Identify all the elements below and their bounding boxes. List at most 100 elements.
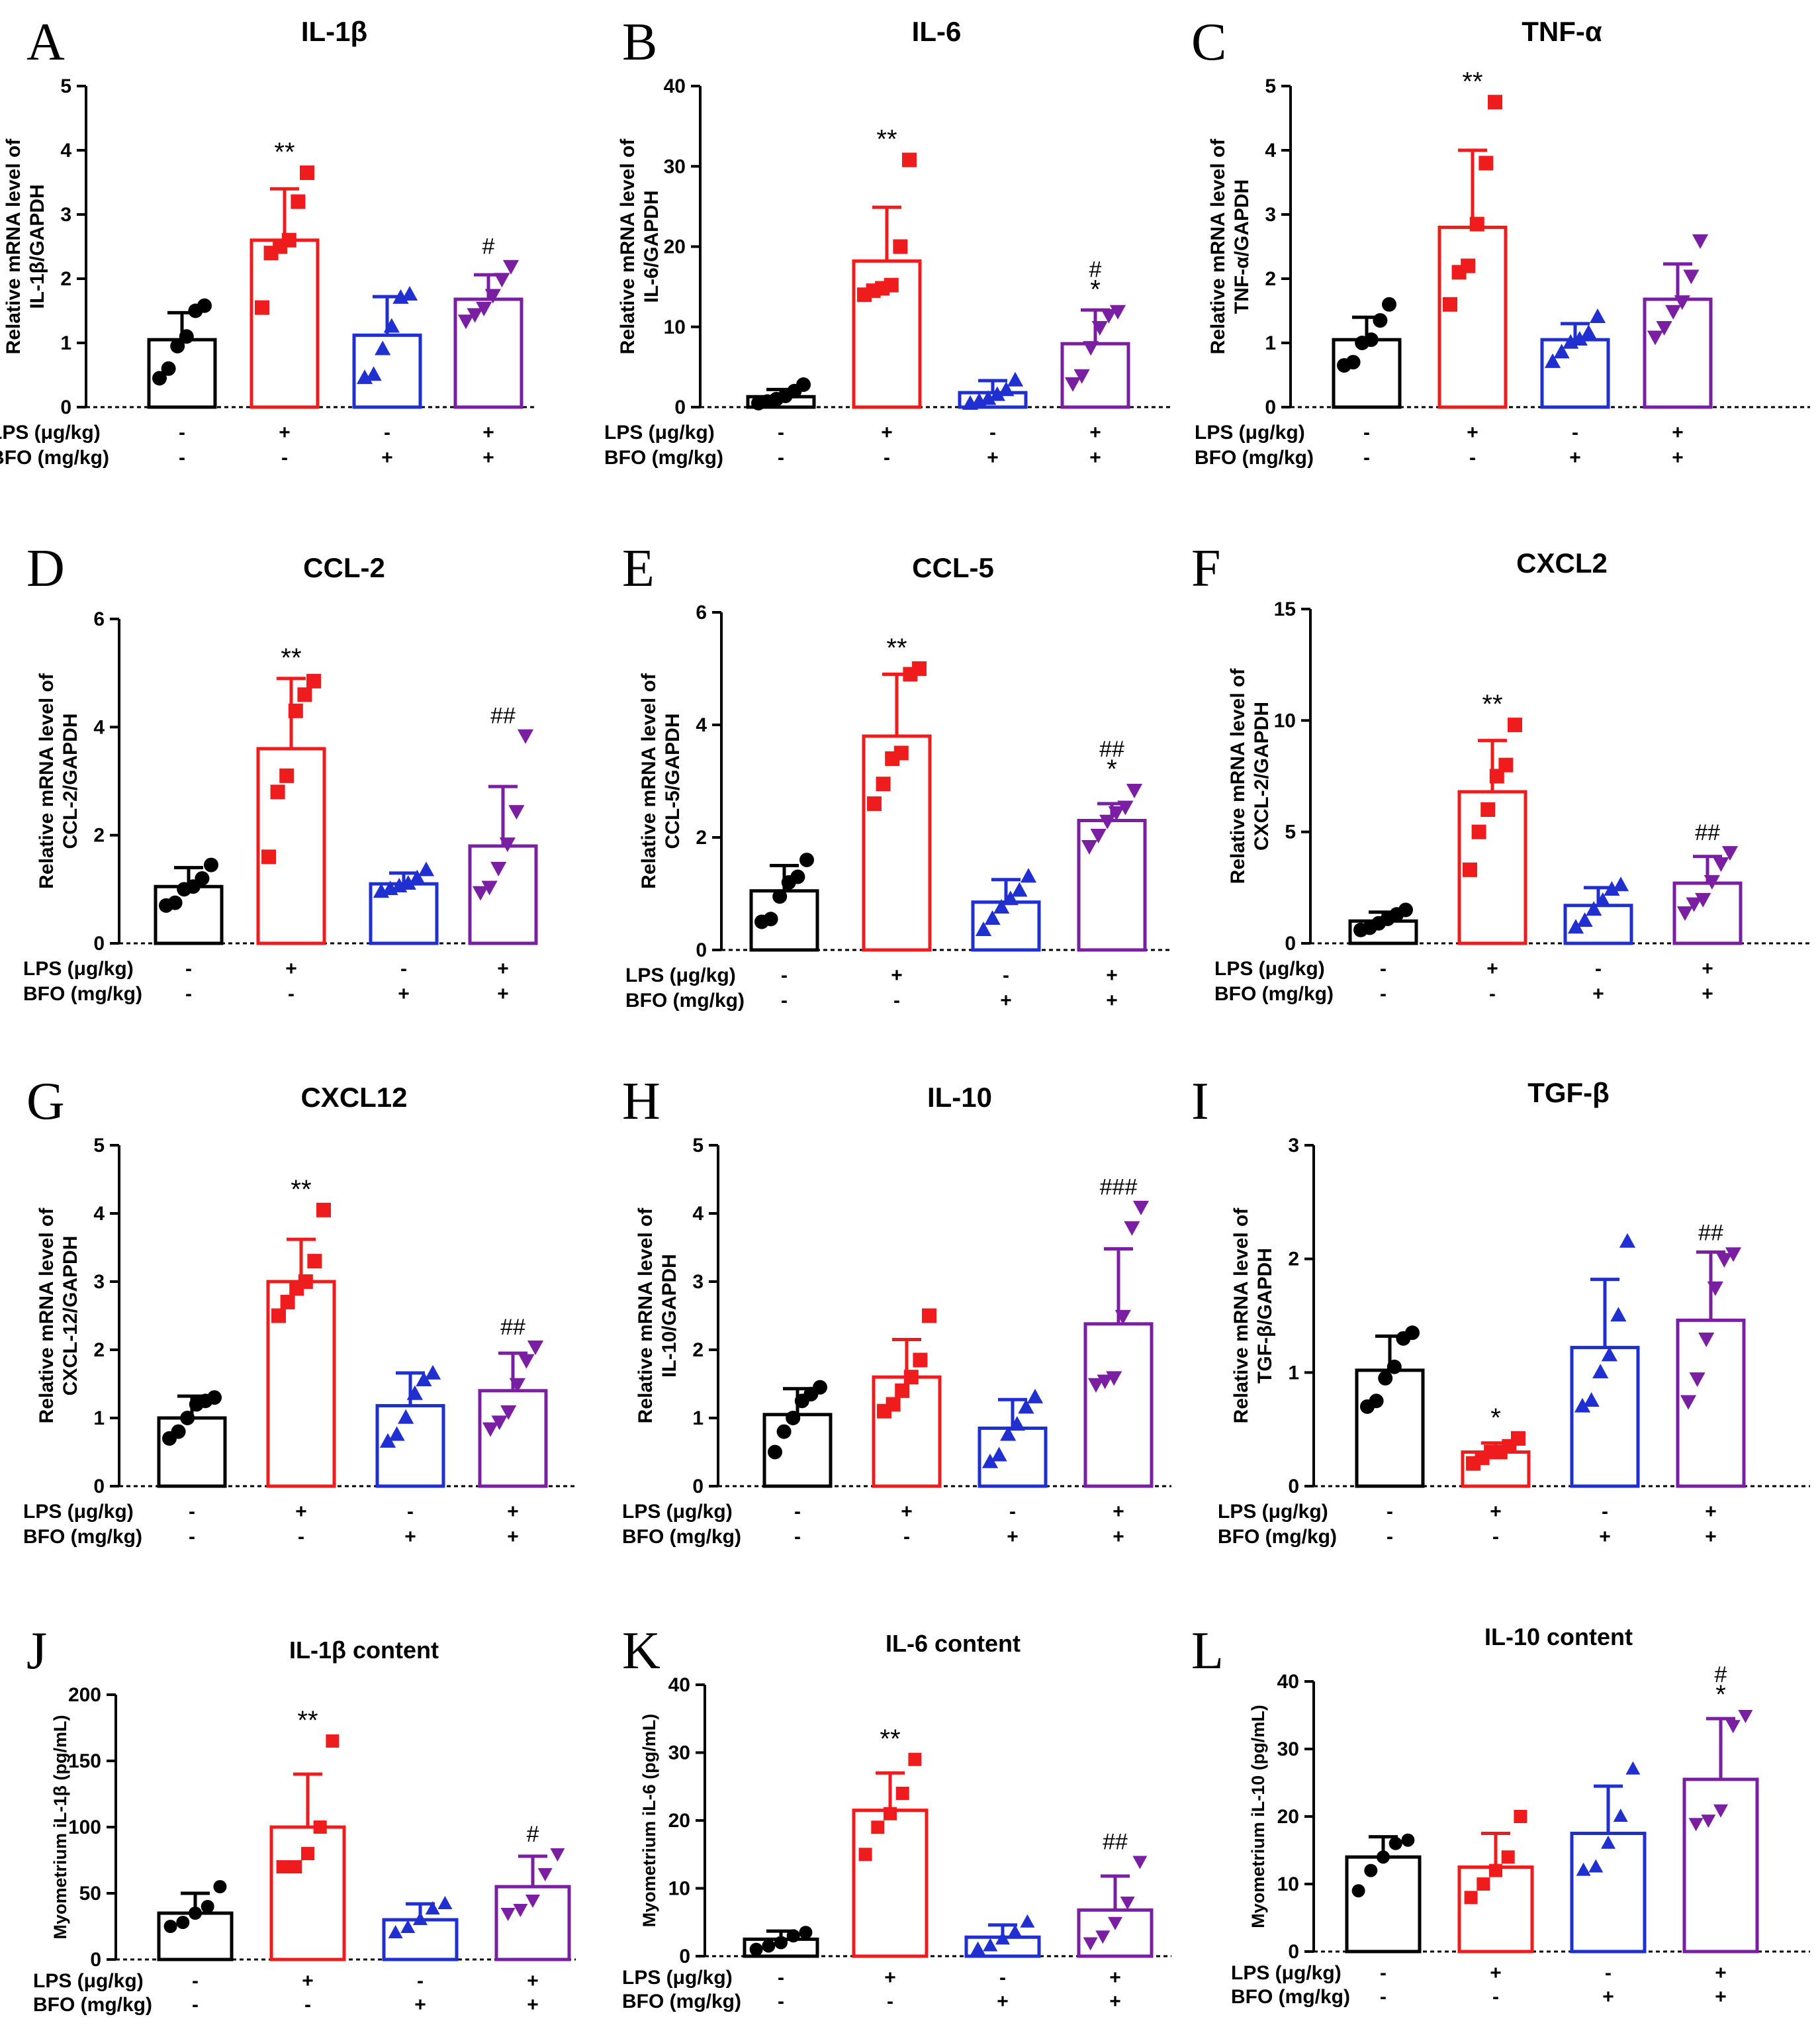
treatment-sign: + [285, 958, 297, 980]
treatment-sign: - [185, 958, 192, 980]
y-tick-label: 0 [1285, 933, 1296, 955]
data-point [1126, 783, 1143, 798]
y-axis-label-line: TNF-α/GAPDH [1231, 179, 1253, 314]
data-point [1106, 1371, 1122, 1386]
data-point [763, 912, 778, 927]
treatment-sign: + [279, 422, 291, 444]
y-tick-label: 4 [93, 1203, 105, 1225]
data-point [1721, 846, 1739, 861]
chart-title: CXCL2 [1516, 547, 1608, 579]
treatment-sign: + [1467, 422, 1479, 444]
data-point [388, 1426, 405, 1441]
treatment-sign: - [781, 965, 788, 986]
data-point [995, 1931, 1010, 1945]
y-axis-label: Relative mRNA level of CXCL-2/GAPDH [1227, 668, 1273, 884]
treatment-sign: - [192, 1994, 199, 2016]
data-point [871, 1820, 885, 1834]
data-point [437, 1896, 453, 1909]
series-group: *# [1682, 1662, 1759, 1954]
bar [453, 297, 523, 409]
y-tick-label: 0 [93, 1476, 105, 1497]
y-axis-label: Relative mRNA level of CCL-5/GAPDH [638, 673, 684, 889]
y-tick-label: 40 [1277, 1671, 1299, 1693]
treatment-sign: + [881, 422, 893, 444]
treatment-label: BFO (mg/kg) [1218, 1526, 1337, 1548]
y-axis-label: Relative mRNA level of CCL-2/GAPDH [36, 673, 81, 889]
panel-letter: H [622, 1072, 660, 1131]
panel-letter: I [1191, 1072, 1209, 1131]
significance-label: * [1090, 275, 1101, 304]
treatment-sign: + [901, 1501, 913, 1523]
panel-i: I TGF-β 0 1 2 3 Relative mRNA level of TGF-β/GA… [1191, 1072, 1810, 1548]
data-point [970, 1941, 985, 1955]
panel-d: D CCL-2 0 2 4 6 Relative mRNA level of CCL-2/GA… [23, 540, 538, 1005]
significance-label: ** [274, 138, 295, 167]
data-point [1592, 1364, 1609, 1379]
significance-label: # [1089, 257, 1102, 282]
series-group [749, 853, 819, 952]
data-point [416, 1372, 432, 1387]
panel-a: A IL-1β 0 1 2 3 4 5 Relative mRNA level of IL-1β/… [0, 13, 536, 469]
data-point [1588, 1859, 1604, 1873]
data-point [279, 768, 295, 783]
data-point [400, 874, 416, 890]
data-point [424, 1364, 441, 1380]
series-group: ## [468, 704, 538, 945]
y-tick-label: 20 [668, 1810, 690, 1832]
data-point [991, 1446, 1007, 1462]
data-point [1388, 1836, 1402, 1850]
data-point [913, 1352, 928, 1368]
y-tick-label: 10 [664, 316, 686, 338]
significance-label: ** [1482, 690, 1502, 719]
data-point [1064, 377, 1081, 392]
y-axis-label: Relative mRNA level of TGF-β/GAPDH [1230, 1207, 1276, 1424]
y-tick-label: 6 [93, 608, 105, 630]
data-point [998, 381, 1015, 397]
data-point [170, 338, 185, 354]
treatment-sign: - [1387, 1526, 1393, 1548]
data-point [1398, 902, 1413, 918]
data-point [550, 1848, 565, 1862]
significance-label: ** [291, 1175, 311, 1204]
bar [478, 1389, 548, 1488]
data-point [867, 796, 882, 811]
chart-title: TGF-β [1527, 1077, 1610, 1108]
data-point [1011, 882, 1028, 897]
data-point [1108, 806, 1124, 821]
data-point [537, 1868, 553, 1881]
data-point [1489, 1864, 1502, 1877]
data-point [1000, 1426, 1017, 1441]
data-point [895, 1787, 909, 1800]
data-point [1387, 1359, 1402, 1374]
data-point [527, 1341, 544, 1356]
treatment-sign: - [884, 447, 890, 469]
treatment-sign: + [997, 1991, 1009, 2012]
data-point [1713, 857, 1729, 872]
data-point [984, 910, 1001, 925]
data-point [1443, 297, 1457, 312]
treatment-sign: + [1599, 1526, 1611, 1548]
y-axis-label-line: CCL-2/GAPDH [60, 713, 81, 849]
data-point [189, 1907, 202, 1920]
data-point [1688, 1818, 1704, 1832]
y-tick-label: 1 [1265, 332, 1276, 354]
series-group: ** [1457, 690, 1527, 945]
treatment-sign: - [1380, 983, 1387, 1005]
treatment-sign: + [1089, 422, 1101, 444]
data-point [903, 1370, 919, 1385]
series-group [1563, 876, 1633, 945]
panel-e: E CCL-5 0 2 4 6 Relative mRNA level of CCL-5/GA… [622, 540, 1171, 1012]
data-point [1594, 892, 1611, 907]
series-group: ### [1083, 1175, 1154, 1488]
y-axis-label-line: IL-6/GAPDH [641, 190, 662, 303]
data-point [1351, 1884, 1365, 1898]
treatment-sign: + [1089, 447, 1101, 469]
panel-c: C TNF-α 0 1 2 3 4 5 Relative mRNA level of TNF-α/… [1191, 13, 1810, 469]
bar [1332, 338, 1402, 409]
bar [1570, 1832, 1647, 1954]
chart-title: CCL-2 [303, 552, 385, 583]
series-group: * [1461, 1403, 1531, 1488]
treatment-sign: - [1489, 983, 1496, 1005]
treatment-label: LPS (μg/kg) [622, 1967, 733, 1989]
data-point [1574, 1397, 1591, 1413]
